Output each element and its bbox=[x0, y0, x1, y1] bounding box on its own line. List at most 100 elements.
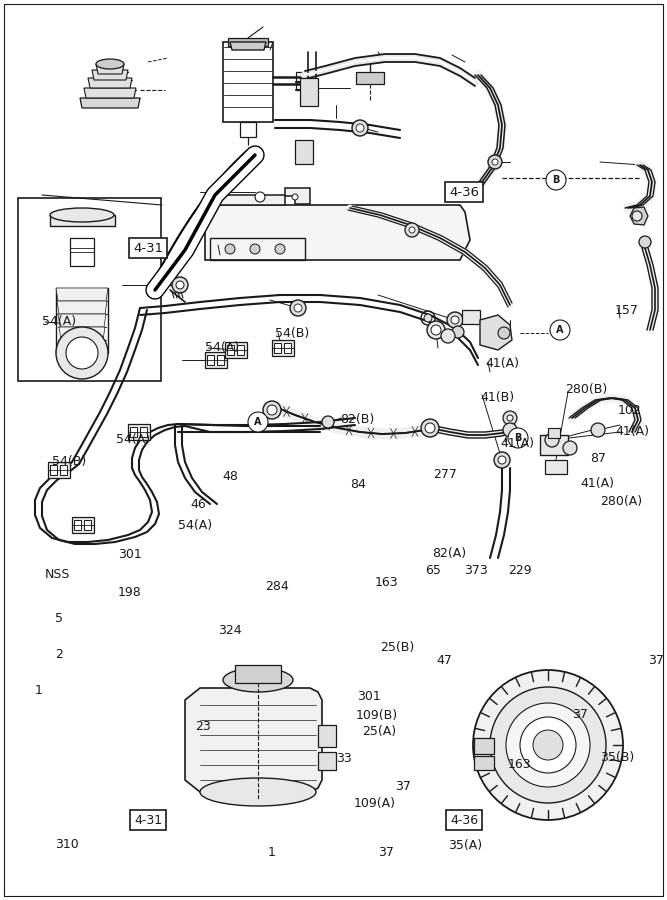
Text: 310: 310 bbox=[55, 839, 79, 851]
Text: 163: 163 bbox=[375, 575, 399, 589]
Text: 324: 324 bbox=[218, 625, 241, 637]
Text: 54(A): 54(A) bbox=[205, 341, 239, 355]
Circle shape bbox=[520, 717, 576, 773]
Bar bbox=[235, 665, 281, 683]
Text: 37: 37 bbox=[648, 653, 664, 667]
Text: 37: 37 bbox=[572, 707, 588, 721]
Circle shape bbox=[490, 687, 606, 803]
Text: 277: 277 bbox=[433, 467, 457, 481]
Polygon shape bbox=[230, 42, 266, 50]
Text: 109(B): 109(B) bbox=[356, 708, 398, 722]
Bar bbox=[48, 462, 70, 478]
Circle shape bbox=[546, 170, 566, 190]
Bar bbox=[548, 428, 560, 438]
Circle shape bbox=[250, 244, 260, 254]
Polygon shape bbox=[356, 72, 384, 84]
Text: 41(B): 41(B) bbox=[480, 392, 514, 404]
Circle shape bbox=[275, 244, 285, 254]
Circle shape bbox=[56, 327, 108, 379]
Bar bbox=[70, 238, 94, 266]
Circle shape bbox=[294, 304, 302, 312]
Text: 301: 301 bbox=[118, 548, 142, 562]
Circle shape bbox=[176, 281, 184, 289]
Circle shape bbox=[498, 327, 510, 339]
Polygon shape bbox=[59, 327, 105, 340]
Text: 65: 65 bbox=[425, 564, 441, 578]
Polygon shape bbox=[50, 215, 115, 226]
Text: 1: 1 bbox=[35, 683, 43, 697]
Polygon shape bbox=[205, 188, 310, 205]
Text: 284: 284 bbox=[265, 580, 289, 593]
Circle shape bbox=[405, 223, 419, 237]
Text: 37: 37 bbox=[378, 845, 394, 859]
Circle shape bbox=[503, 423, 517, 437]
Text: NSS: NSS bbox=[45, 569, 71, 581]
Circle shape bbox=[498, 456, 506, 464]
Polygon shape bbox=[60, 340, 104, 353]
Text: 109(A): 109(A) bbox=[354, 797, 396, 811]
Circle shape bbox=[352, 120, 368, 136]
Ellipse shape bbox=[223, 668, 293, 692]
Polygon shape bbox=[480, 315, 512, 350]
Bar bbox=[318, 752, 336, 770]
Bar bbox=[300, 78, 318, 106]
Text: 163: 163 bbox=[508, 759, 532, 771]
Polygon shape bbox=[185, 688, 322, 792]
Text: 23: 23 bbox=[195, 721, 211, 734]
Circle shape bbox=[591, 423, 605, 437]
Bar bbox=[50, 465, 57, 475]
Text: 54(A): 54(A) bbox=[178, 518, 212, 532]
Text: 25(A): 25(A) bbox=[362, 724, 396, 737]
Bar bbox=[210, 238, 305, 260]
Bar bbox=[318, 725, 336, 747]
Bar bbox=[228, 38, 268, 46]
Polygon shape bbox=[96, 64, 124, 74]
Circle shape bbox=[290, 300, 306, 316]
Text: 41(A): 41(A) bbox=[500, 436, 534, 449]
Polygon shape bbox=[57, 301, 107, 314]
Polygon shape bbox=[84, 88, 136, 98]
Ellipse shape bbox=[200, 778, 316, 806]
Circle shape bbox=[506, 703, 590, 787]
Circle shape bbox=[533, 730, 563, 760]
Text: 157: 157 bbox=[615, 303, 639, 317]
Circle shape bbox=[431, 325, 441, 335]
Bar bbox=[207, 355, 214, 365]
Text: 82(B): 82(B) bbox=[340, 413, 374, 427]
Text: 2: 2 bbox=[55, 649, 63, 662]
Polygon shape bbox=[92, 70, 128, 80]
Circle shape bbox=[492, 159, 498, 165]
Text: 1: 1 bbox=[268, 845, 276, 859]
Text: 54(A): 54(A) bbox=[42, 316, 76, 328]
Text: 5: 5 bbox=[55, 611, 63, 625]
Text: 229: 229 bbox=[508, 564, 532, 578]
Circle shape bbox=[267, 405, 277, 415]
Text: 102: 102 bbox=[618, 403, 642, 417]
Circle shape bbox=[66, 337, 98, 369]
Circle shape bbox=[427, 321, 445, 339]
Bar bbox=[130, 427, 137, 437]
Text: 41(A): 41(A) bbox=[580, 476, 614, 490]
Bar bbox=[295, 140, 313, 164]
Polygon shape bbox=[88, 78, 132, 88]
Bar bbox=[545, 460, 567, 474]
Circle shape bbox=[172, 277, 188, 293]
Bar bbox=[128, 424, 150, 440]
Text: A: A bbox=[254, 417, 261, 427]
Circle shape bbox=[639, 236, 651, 248]
Bar bbox=[296, 72, 308, 90]
Circle shape bbox=[421, 419, 439, 437]
Bar bbox=[205, 352, 227, 368]
Circle shape bbox=[441, 329, 455, 343]
Circle shape bbox=[409, 227, 415, 233]
Text: 54(A): 54(A) bbox=[116, 434, 150, 446]
Polygon shape bbox=[80, 98, 140, 108]
Text: B: B bbox=[552, 175, 560, 185]
Bar bbox=[237, 345, 244, 355]
Text: 4-31: 4-31 bbox=[133, 241, 163, 255]
Bar bbox=[474, 738, 494, 754]
Circle shape bbox=[451, 316, 459, 324]
Bar bbox=[227, 345, 234, 355]
Bar bbox=[60, 465, 67, 475]
Text: 54(B): 54(B) bbox=[52, 454, 86, 467]
